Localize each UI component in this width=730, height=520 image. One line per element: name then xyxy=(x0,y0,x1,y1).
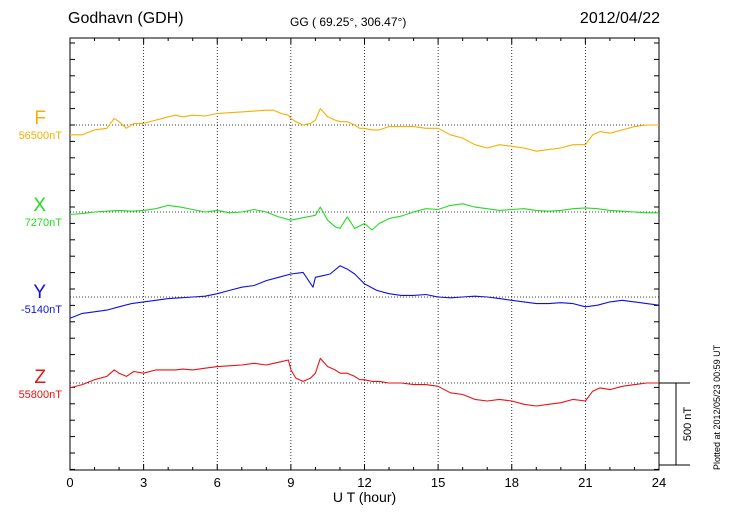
label-block-z: Z 55800nT xyxy=(0,367,62,401)
x-tick-label: 3 xyxy=(140,475,147,490)
baseline-label-f: 56500nT xyxy=(18,130,62,142)
baseline-label-z: 55800nT xyxy=(18,389,62,401)
date-label: 2012/04/22 xyxy=(579,10,660,27)
label-block-f: F 56500nT xyxy=(0,108,62,142)
x-tick-label: 15 xyxy=(431,475,445,490)
series-name-f: F xyxy=(34,108,46,129)
x-tick-label: 0 xyxy=(66,475,73,490)
station-title: Godhavn (GDH) xyxy=(68,10,184,27)
label-block-y: Y -5140nT xyxy=(0,282,62,316)
x-axis-label: U T (hour) xyxy=(333,489,396,505)
series-line-x xyxy=(69,203,659,231)
plotted-note: Plotted at 2012/05/23 00:59 UT xyxy=(712,344,722,470)
series-name-x: X xyxy=(33,195,46,216)
series-line-f xyxy=(70,108,659,152)
series-line-z xyxy=(69,357,659,407)
x-tick-label: 21 xyxy=(578,475,592,490)
series-line-y xyxy=(69,265,660,319)
series-name-y: Y xyxy=(33,282,46,303)
x-tick-label: 18 xyxy=(505,475,519,490)
x-tick-label: 24 xyxy=(652,475,666,490)
baseline-label-y: -5140nT xyxy=(21,304,62,316)
x-tick-label: 9 xyxy=(287,475,294,490)
x-tick-label: 6 xyxy=(214,475,221,490)
scale-bar-label: 500 nT xyxy=(682,407,694,442)
geographic-coords: GG ( 69.25°, 306.47°) xyxy=(290,15,407,29)
baseline-label-x: 7270nT xyxy=(24,217,62,229)
x-tick-label: 12 xyxy=(357,475,371,490)
label-block-x: X 7270nT xyxy=(0,195,62,229)
series-name-z: Z xyxy=(34,367,46,388)
